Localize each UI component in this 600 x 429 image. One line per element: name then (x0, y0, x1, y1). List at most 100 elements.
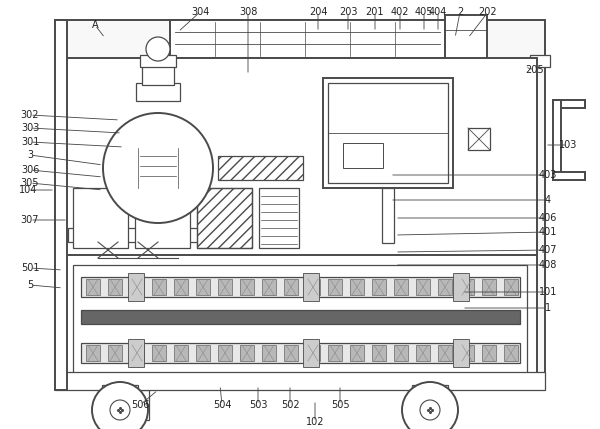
Bar (81, 310, 520, 324)
Bar (438, 279, 452, 295)
Bar (372, 345, 386, 361)
Bar (438, 345, 452, 361)
Bar (73, 188, 128, 248)
Circle shape (103, 113, 213, 223)
Bar (170, 20, 445, 58)
Bar (136, 83, 180, 101)
Text: 407: 407 (539, 245, 557, 255)
Bar (259, 188, 299, 248)
Bar (460, 345, 474, 361)
Bar (240, 345, 254, 361)
Bar (460, 279, 474, 295)
Bar (68, 228, 228, 242)
Text: 1: 1 (545, 303, 551, 313)
Text: 102: 102 (306, 417, 324, 427)
Bar (504, 345, 518, 361)
Text: 303: 303 (21, 123, 39, 133)
Bar (306, 345, 320, 361)
Bar (63, 58, 537, 268)
Bar (135, 188, 190, 248)
Text: 401: 401 (539, 227, 557, 237)
Bar (152, 279, 166, 295)
Bar (328, 83, 448, 183)
Text: 304: 304 (191, 7, 209, 17)
Text: 308: 308 (239, 7, 257, 17)
Text: 502: 502 (281, 400, 299, 410)
Text: 408: 408 (539, 260, 557, 270)
Bar (553, 100, 585, 108)
Circle shape (92, 382, 148, 429)
Bar (180, 158, 192, 178)
Text: 305: 305 (21, 178, 39, 188)
Text: 301: 301 (21, 137, 39, 147)
Bar (453, 273, 469, 301)
Bar (412, 385, 448, 399)
Bar (482, 279, 496, 295)
Bar (553, 100, 561, 180)
Text: 504: 504 (213, 400, 231, 410)
Bar (328, 279, 342, 295)
Bar (218, 156, 303, 180)
Bar (152, 345, 166, 361)
Text: 307: 307 (21, 215, 39, 225)
Bar (102, 385, 138, 399)
Text: 204: 204 (309, 7, 327, 17)
Bar (218, 345, 232, 361)
Bar (126, 146, 190, 190)
Bar (86, 279, 100, 295)
Bar (55, 20, 545, 390)
Bar (55, 372, 545, 390)
Bar (218, 279, 232, 295)
Bar (416, 345, 430, 361)
Bar (284, 279, 298, 295)
Bar (197, 188, 252, 248)
Bar (240, 279, 254, 295)
Bar (328, 345, 342, 361)
Bar (303, 339, 319, 367)
Bar (350, 345, 364, 361)
Bar (55, 20, 67, 390)
Bar (262, 345, 276, 361)
Bar (394, 279, 408, 295)
Text: 202: 202 (479, 7, 497, 17)
Text: 406: 406 (539, 213, 557, 223)
Bar (174, 279, 188, 295)
Text: 403: 403 (539, 170, 557, 180)
Text: 302: 302 (21, 110, 39, 120)
Text: 404: 404 (429, 7, 447, 17)
Text: 505: 505 (331, 400, 349, 410)
Text: 501: 501 (21, 263, 39, 273)
Text: 104: 104 (19, 185, 37, 195)
Bar (416, 279, 430, 295)
Bar (372, 279, 386, 295)
Text: 201: 201 (366, 7, 384, 17)
Text: 205: 205 (526, 65, 544, 75)
Circle shape (146, 37, 170, 61)
Text: 2: 2 (457, 7, 463, 17)
Text: 101: 101 (539, 287, 557, 297)
Bar (504, 279, 518, 295)
Bar (81, 277, 520, 297)
Bar (350, 279, 364, 295)
Circle shape (402, 382, 458, 429)
Bar (108, 345, 122, 361)
Bar (530, 55, 550, 67)
Bar (130, 345, 144, 361)
Bar (303, 273, 319, 301)
Bar (382, 188, 394, 243)
Bar (174, 345, 188, 361)
Text: 203: 203 (339, 7, 357, 17)
Bar (262, 279, 276, 295)
Bar (553, 172, 585, 180)
Bar (453, 339, 469, 367)
Bar (306, 279, 320, 295)
Bar (130, 279, 144, 295)
Text: 103: 103 (559, 140, 577, 150)
Bar (468, 128, 490, 150)
Text: 306: 306 (21, 165, 39, 175)
Bar (63, 255, 537, 385)
Bar (197, 188, 252, 248)
Text: 506: 506 (131, 400, 149, 410)
Text: 3: 3 (27, 150, 33, 160)
Bar (394, 345, 408, 361)
